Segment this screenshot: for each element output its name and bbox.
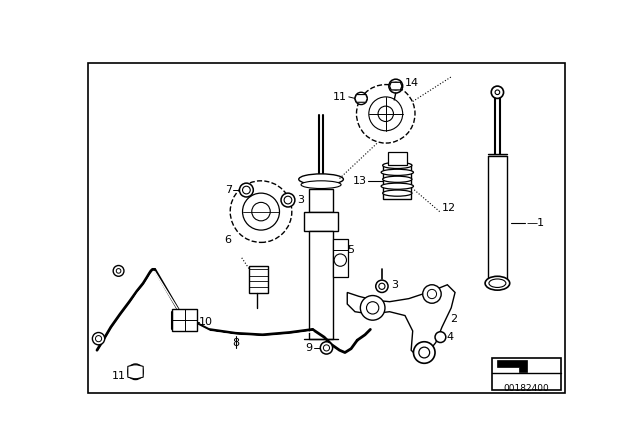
Circle shape: [428, 289, 436, 299]
Text: 10: 10: [198, 317, 212, 327]
Circle shape: [320, 342, 333, 354]
Circle shape: [369, 97, 403, 131]
Circle shape: [230, 181, 292, 242]
Polygon shape: [355, 95, 367, 102]
Circle shape: [378, 106, 394, 121]
Circle shape: [95, 336, 102, 342]
Text: 8: 8: [232, 337, 239, 348]
Circle shape: [92, 332, 105, 345]
Circle shape: [243, 193, 280, 230]
Ellipse shape: [381, 183, 413, 189]
Circle shape: [495, 90, 500, 95]
Bar: [488, 156, 507, 280]
Ellipse shape: [383, 176, 412, 182]
Bar: [383, 164, 411, 199]
Circle shape: [334, 254, 346, 266]
Circle shape: [360, 296, 385, 320]
Bar: [492, 358, 561, 390]
Circle shape: [252, 202, 270, 221]
Text: 11: 11: [112, 370, 126, 381]
Text: —1: —1: [527, 218, 545, 228]
Ellipse shape: [485, 276, 509, 290]
Bar: [333, 238, 348, 277]
Circle shape: [284, 196, 292, 204]
Circle shape: [113, 266, 124, 276]
Text: 3: 3: [391, 280, 398, 290]
Text: 3: 3: [297, 195, 304, 205]
Ellipse shape: [383, 162, 412, 168]
Ellipse shape: [383, 190, 412, 196]
Text: 12: 12: [442, 203, 456, 213]
Circle shape: [422, 285, 441, 303]
Circle shape: [419, 347, 429, 358]
Circle shape: [392, 82, 399, 90]
Text: 4: 4: [447, 332, 454, 342]
Text: 14: 14: [405, 78, 419, 88]
Text: 00182400: 00182400: [504, 384, 550, 393]
Bar: [250, 266, 268, 293]
Circle shape: [367, 302, 379, 314]
Text: 13: 13: [353, 176, 367, 186]
Bar: [172, 310, 197, 331]
Polygon shape: [348, 285, 455, 358]
Text: 7: 7: [225, 185, 232, 195]
Polygon shape: [390, 82, 402, 90]
Bar: [304, 211, 338, 231]
Polygon shape: [497, 360, 527, 372]
Ellipse shape: [489, 279, 506, 288]
Circle shape: [435, 332, 446, 343]
Ellipse shape: [299, 174, 344, 185]
Circle shape: [239, 183, 253, 197]
Ellipse shape: [381, 169, 413, 176]
Bar: [308, 231, 333, 339]
Text: 2: 2: [450, 314, 457, 324]
Circle shape: [379, 283, 385, 289]
Circle shape: [492, 86, 504, 99]
Bar: [388, 152, 406, 165]
Ellipse shape: [301, 181, 341, 189]
Circle shape: [413, 342, 435, 363]
Circle shape: [243, 186, 250, 194]
Circle shape: [323, 345, 330, 351]
Circle shape: [281, 193, 295, 207]
Circle shape: [116, 269, 121, 273]
Text: 11: 11: [333, 92, 348, 102]
Text: 9: 9: [305, 343, 312, 353]
Circle shape: [389, 79, 403, 93]
Circle shape: [376, 280, 388, 293]
Text: 5: 5: [348, 245, 355, 255]
Text: 6: 6: [224, 235, 231, 245]
Circle shape: [355, 92, 367, 104]
Bar: [308, 189, 333, 211]
Polygon shape: [128, 365, 143, 379]
Circle shape: [132, 368, 140, 375]
Circle shape: [128, 364, 143, 379]
Circle shape: [356, 85, 415, 143]
